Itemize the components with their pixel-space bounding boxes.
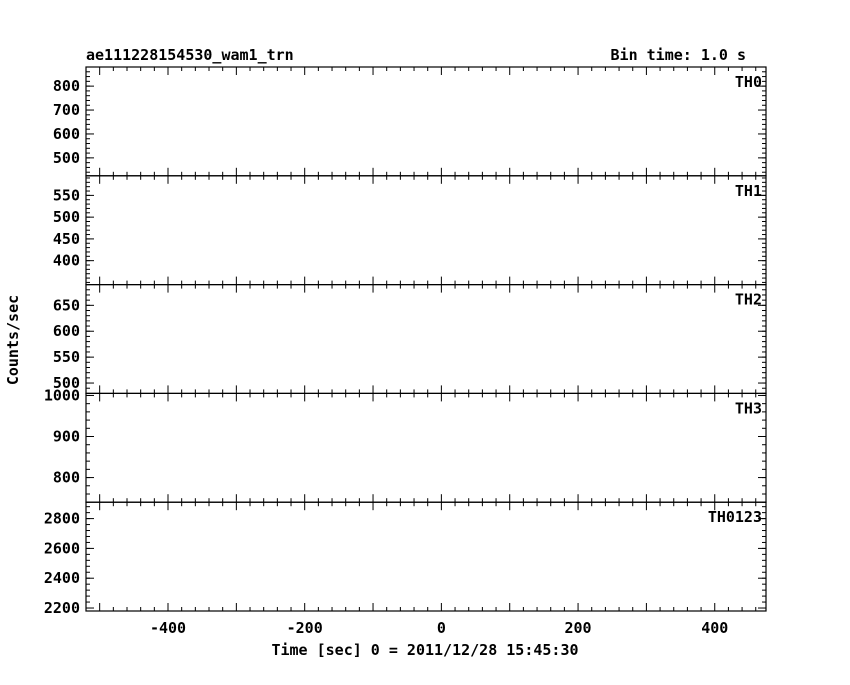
panel-label: TH2 — [735, 291, 762, 309]
panel-frame — [85, 66, 767, 177]
y-tick-label: 500 — [53, 374, 80, 392]
y-axis-label: Counts/sec — [4, 295, 22, 385]
x-tick-label: 200 — [565, 619, 592, 637]
y-tick-label: 700 — [53, 101, 80, 119]
panel-label: TH1 — [735, 182, 762, 200]
x-tick-label: -400 — [150, 619, 186, 637]
y-tick-label: 650 — [53, 296, 80, 314]
x-tick-label: -200 — [287, 619, 323, 637]
y-tick-label: 800 — [53, 469, 80, 487]
chart-title: ae111228154530_wam1_trn — [86, 46, 294, 64]
bin-time-label: Bin time: 1.0 s — [611, 46, 746, 64]
panel-label: TH0123 — [708, 508, 762, 526]
y-tick-label: 550 — [53, 348, 80, 366]
y-tick-label: 2400 — [44, 569, 80, 587]
panel-frame — [85, 392, 767, 503]
panels-group: 500 600 700 800 TH0 400 450 500 550 TH1 500 550 600 6… — [44, 66, 767, 637]
y-tick-label: 400 — [53, 252, 80, 270]
x-tick-label: 400 — [701, 619, 728, 637]
x-tick-label: 0 — [437, 619, 446, 637]
panel-frame — [85, 284, 767, 395]
y-tick-label: 1000 — [44, 386, 80, 404]
y-tick-label: 500 — [53, 208, 80, 226]
y-tick-label: 600 — [53, 125, 80, 143]
panel-label: TH3 — [735, 399, 762, 417]
y-tick-label: 500 — [53, 149, 80, 167]
y-tick-label: 550 — [53, 186, 80, 204]
panel-label: TH0 — [735, 73, 762, 91]
y-tick-label: 2800 — [44, 510, 80, 528]
y-tick-label: 2200 — [44, 599, 80, 617]
y-tick-label: 800 — [53, 77, 80, 95]
y-tick-label: 600 — [53, 322, 80, 340]
y-tick-label: 2600 — [44, 539, 80, 557]
panel-frame — [85, 501, 767, 612]
x-axis-label: Time [sec] 0 = 2011/12/28 15:45:30 — [271, 641, 578, 659]
y-tick-label: 900 — [53, 428, 80, 446]
panel-frame — [85, 175, 767, 286]
y-tick-label: 450 — [53, 230, 80, 248]
